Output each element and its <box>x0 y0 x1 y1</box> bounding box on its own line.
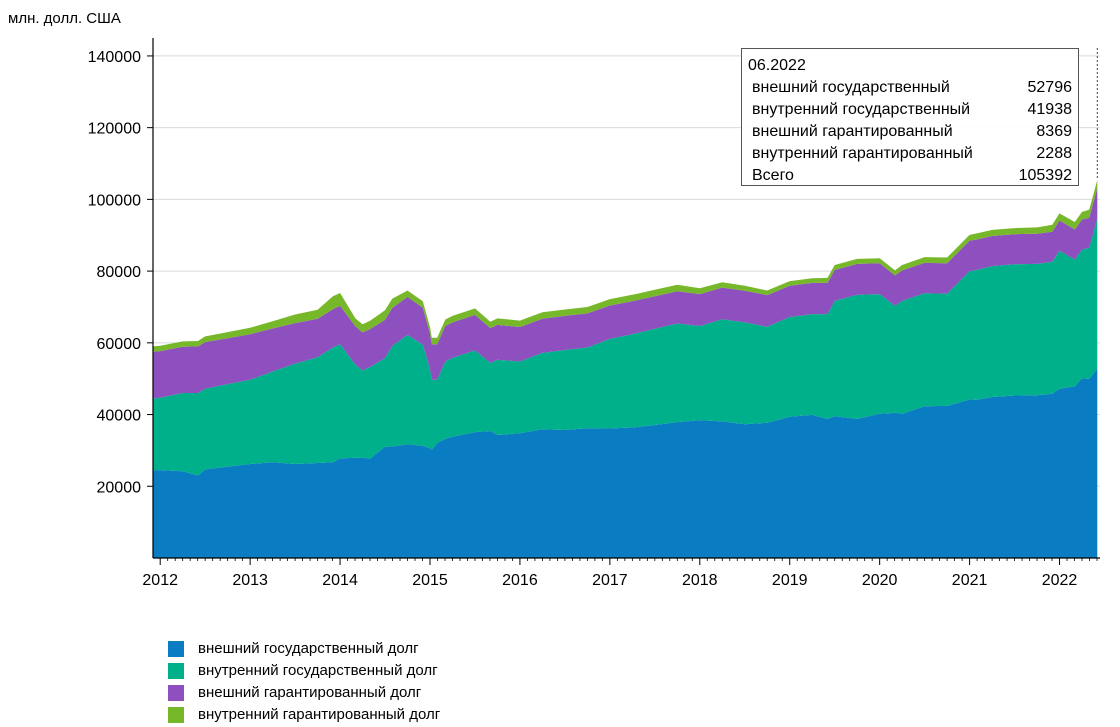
y-tick-label: 120000 <box>88 121 141 138</box>
x-tick-label: 2019 <box>772 572 808 589</box>
x-tick-label: 2021 <box>952 572 988 589</box>
y-tick-label: 140000 <box>88 49 141 66</box>
tooltip-date: 06.2022 <box>748 57 806 74</box>
legend-swatch <box>168 685 184 701</box>
tooltip-total-row: Всего 105392 <box>752 167 1072 184</box>
area-series <box>153 188 1098 399</box>
y-tick-label: 40000 <box>97 408 142 425</box>
tooltip-row: внешний государственный 52796 <box>752 79 1072 96</box>
area-series <box>153 368 1098 558</box>
legend-item[interactable]: внутренний государственный долг <box>168 660 440 682</box>
legend-item[interactable]: внутренний гарантированный долг <box>168 704 440 726</box>
legend-swatch <box>168 663 184 679</box>
legend-swatch <box>168 707 184 723</box>
x-tick-label: 2022 <box>1042 572 1078 589</box>
x-tick-label: 2017 <box>592 572 628 589</box>
x-tick-label: 2012 <box>142 572 178 589</box>
x-tick-label: 2014 <box>322 572 358 589</box>
y-tick-label: 20000 <box>97 479 142 496</box>
tooltip-row: внутренний гарантированный 2288 <box>752 145 1072 162</box>
x-tick-label: 2013 <box>232 572 268 589</box>
x-tick-label: 2015 <box>412 572 448 589</box>
stacked-areas <box>153 180 1098 558</box>
legend-item[interactable]: внешний гарантированный долг <box>168 682 440 704</box>
legend: внешний государственный долг внутренний … <box>168 638 440 726</box>
legend-item[interactable]: внешний государственный долг <box>168 638 440 660</box>
x-tick-label: 2018 <box>682 572 718 589</box>
area-series <box>153 218 1098 476</box>
legend-swatch <box>168 641 184 657</box>
tooltip-row: внутренний государственный 41938 <box>752 101 1072 118</box>
x-tick-label: 2016 <box>502 572 538 589</box>
y-tick-label: 80000 <box>97 264 142 281</box>
y-tick-label: 100000 <box>88 192 141 209</box>
y-tick-label: 60000 <box>97 336 142 353</box>
y-axis-unit-label: млн. долл. США <box>8 10 121 27</box>
tooltip-row: внешний гарантированный 8369 <box>752 123 1072 140</box>
x-tick-label: 2020 <box>862 572 898 589</box>
hover-tooltip: 06.2022 внешний государственный 52796 вну… <box>741 48 1079 186</box>
area-series <box>153 180 1098 352</box>
axes: 20000 40000 60000 80000 100000 120000 140000 20… <box>88 38 1100 589</box>
